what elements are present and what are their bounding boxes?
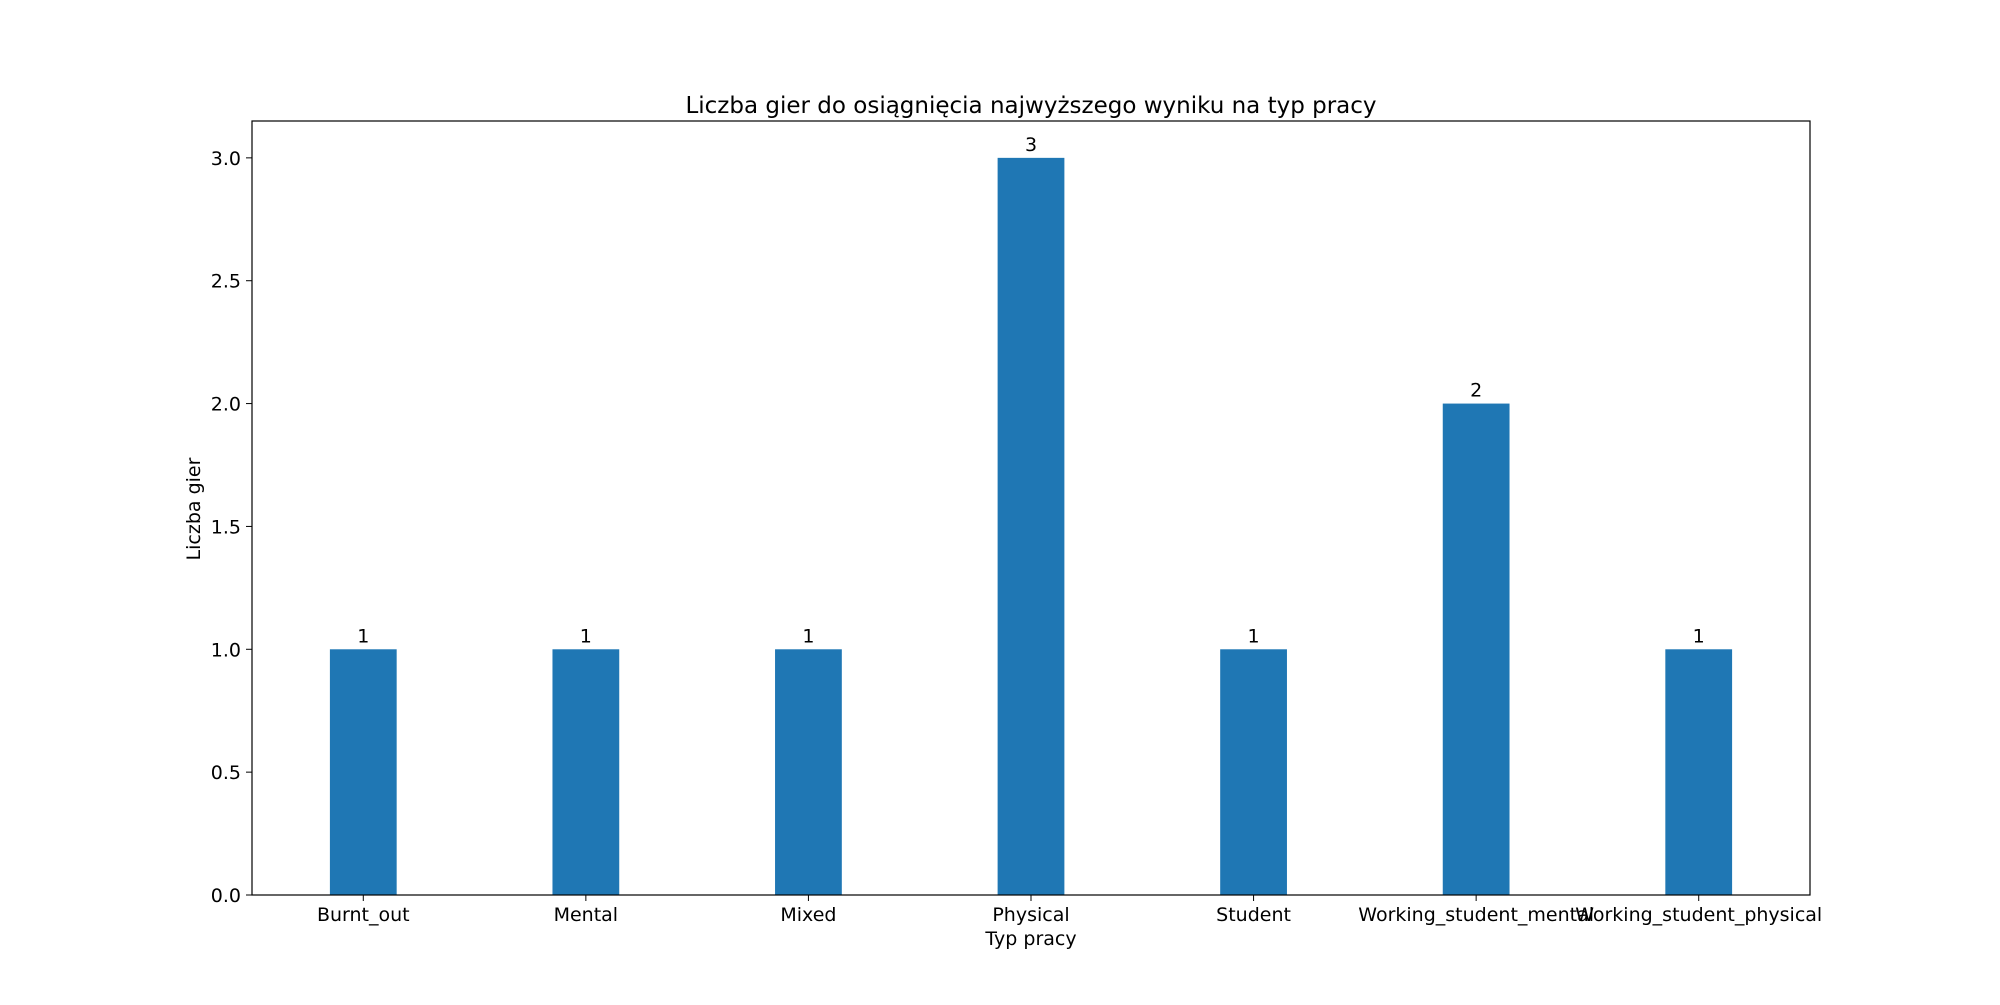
data-label: 3 bbox=[1025, 134, 1037, 156]
bar-burnt-out bbox=[329, 649, 397, 895]
x-tick-label: Physical bbox=[992, 904, 1069, 926]
y-tick-label: 0.0 bbox=[211, 885, 241, 907]
bar-mixed bbox=[775, 649, 842, 895]
plot-frame bbox=[251, 120, 1811, 896]
x-tick-label: Working_student_physical bbox=[1575, 904, 1822, 926]
bar-student bbox=[1220, 649, 1287, 895]
plot-area: 1 Burnt_out 1 Mental 1 Mixed 3 Physical 1 Student… bbox=[211, 120, 1822, 926]
y-axis-label: Liczba gier bbox=[183, 457, 205, 560]
y-tick-label: 1.5 bbox=[211, 516, 241, 538]
x-axis-label: Typ pracy bbox=[984, 928, 1076, 950]
x-tick-label: Mixed bbox=[780, 904, 836, 926]
bar-mental bbox=[552, 649, 620, 895]
x-tick-label: Working_student_mental bbox=[1358, 904, 1594, 926]
bar-working-student-mental bbox=[1442, 403, 1510, 895]
y-tick-label: 2.0 bbox=[211, 394, 241, 416]
data-label: 1 bbox=[580, 625, 592, 647]
x-tick-label: Mental bbox=[554, 904, 619, 926]
data-label: 1 bbox=[357, 625, 369, 647]
data-label: 1 bbox=[802, 625, 814, 647]
chart-title: Liczba gier do osiągnięcia najwyższego w… bbox=[685, 93, 1376, 119]
data-label: 2 bbox=[1470, 380, 1482, 402]
bar-working-student-physical bbox=[1665, 649, 1733, 895]
y-tick-label: 0.5 bbox=[211, 762, 241, 784]
data-label: 1 bbox=[1693, 625, 1705, 647]
y-tick-label: 1.0 bbox=[211, 639, 241, 661]
y-tick-label: 2.5 bbox=[211, 271, 241, 293]
bar-physical bbox=[997, 157, 1065, 895]
x-tick-label: Burnt_out bbox=[317, 904, 410, 926]
data-label: 1 bbox=[1248, 625, 1260, 647]
x-tick-label: Student bbox=[1216, 904, 1291, 926]
y-tick-label: 3.0 bbox=[211, 148, 241, 170]
